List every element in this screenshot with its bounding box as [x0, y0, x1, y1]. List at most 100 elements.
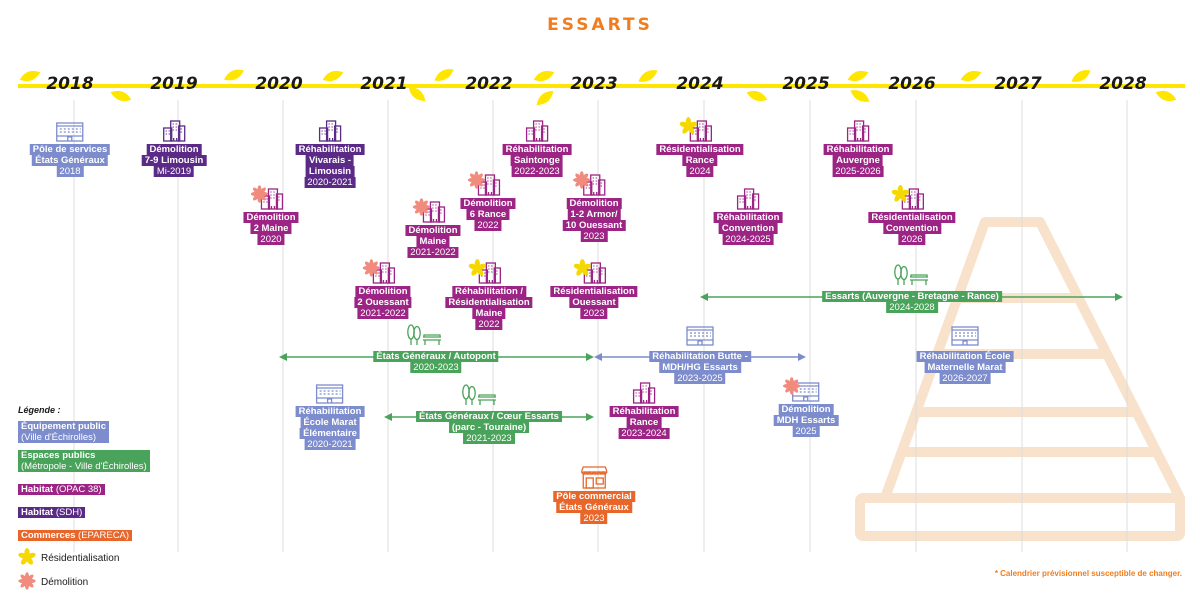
- demolition-icon: [467, 171, 485, 189]
- project-label-line: Réhabilitation: [502, 144, 572, 155]
- buildings-icon: [525, 120, 549, 142]
- project-label-line: Maternelle Marat: [924, 362, 1006, 373]
- project-year: 2023-2025: [674, 373, 726, 384]
- project-year: 2020-2023: [410, 362, 462, 373]
- project-label-line: Pôle commercial: [553, 491, 635, 502]
- park-icon: [407, 324, 443, 346]
- buildings-icon: [468, 259, 501, 284]
- project-year: 2026: [898, 234, 926, 245]
- leaf-shape: [1155, 90, 1177, 102]
- project-label-line: (parc - Touraine): [448, 422, 530, 433]
- buildings-icon: [250, 185, 283, 210]
- project-label-line: Élémentaire: [300, 428, 360, 439]
- buildings-icon: [573, 171, 606, 196]
- project-year: 2022-2023: [511, 166, 563, 177]
- legend-swatch: Équipement public (Ville d'Échirolles): [18, 421, 109, 443]
- demolition-icon: [573, 171, 591, 189]
- year-label: 2025: [782, 74, 830, 94]
- legend-title: Légende :: [18, 405, 61, 415]
- legend-owner: (Métropole - Ville d'Échirolles): [21, 461, 147, 472]
- legend-symbol-label: Résidentialisation: [41, 553, 120, 564]
- buildings-icon: [162, 120, 186, 142]
- project-label: Démolition 6 Rance 2022: [460, 198, 516, 231]
- project-label: Pôle commercial États Généraux 2023: [553, 491, 635, 524]
- project-label-line: Ouessant: [569, 297, 619, 308]
- leaf-shape: [847, 70, 869, 82]
- project-item: Réhabilitation Convention 2024-2025: [713, 188, 783, 245]
- project-year: 2022: [474, 220, 502, 231]
- project-label: États Généraux / Cœur Essarts (parc - Tou…: [416, 411, 562, 444]
- project-label-line: 7-9 Limousin: [141, 155, 207, 166]
- demolition-icon: [250, 185, 268, 203]
- demolition-icon: [783, 377, 801, 395]
- project-label: Démolition 2 Ouessant 2021-2022: [354, 286, 412, 319]
- project-label-line: Essarts (Auvergne - Bretagne - Rance): [822, 291, 1002, 302]
- project-label-line: Convention: [718, 223, 778, 234]
- project-year: 2024-2028: [886, 302, 938, 313]
- legend-swatch: Habitat (SDH): [18, 507, 86, 518]
- residentialisation-icon: [573, 259, 591, 277]
- project-label-line: Résidentialisation: [445, 297, 533, 308]
- leaf-shape: [224, 69, 244, 81]
- year-label: 2019: [150, 74, 198, 94]
- project-item: Pôle commercial États Généraux 2023: [553, 465, 635, 524]
- project-year: 2023: [580, 308, 608, 319]
- project-label-line: 2 Ouessant: [354, 297, 412, 308]
- project-year: 2024-2025: [722, 234, 774, 245]
- year-label: 2028: [1099, 74, 1147, 94]
- legend-owner: (OPAC 38): [53, 484, 102, 495]
- project-label-line: Maine: [472, 308, 506, 319]
- leaf-shape: [533, 70, 555, 82]
- project-item: Démolition 2 Ouessant 2021-2022: [354, 259, 412, 319]
- legend-entry: Commerces (EPARECA): [18, 525, 150, 543]
- project-label-line: MDH/HG Essarts: [659, 362, 741, 373]
- project-year: 2021-2022: [407, 247, 459, 258]
- legend: Légende : Équipement public (Ville d'Éch…: [18, 405, 150, 596]
- project-label-line: Rance: [626, 417, 662, 428]
- project-label-line: MDH Essarts: [773, 415, 839, 426]
- project-item: Démolition Maine 2021-2022: [405, 198, 461, 258]
- school-icon: [686, 324, 714, 346]
- residentialisation-icon: [468, 259, 486, 277]
- legend-owner: (Ville d'Échirolles): [21, 432, 97, 443]
- year-label: 2026: [888, 74, 936, 94]
- project-label-line: Réhabilitation Butte -: [649, 351, 751, 362]
- school-icon: [783, 377, 820, 402]
- legend-swatch: Habitat (OPAC 38): [18, 484, 105, 495]
- project-label: Réhabilitation Butte - MDH/HG Essarts 2023…: [649, 351, 751, 384]
- project-label-line: Démolition: [778, 404, 834, 415]
- project-item: Résidentialisation Convention 2026: [868, 185, 956, 245]
- project-label: Réhabilitation Rance 2023-2024: [609, 406, 679, 439]
- project-label: États Généraux / Autopont 2020-2023: [373, 351, 499, 373]
- legend-category: Commerces: [21, 530, 76, 541]
- project-label: Réhabilitation École Maternelle Marat 2026…: [916, 351, 1014, 384]
- project-year: 2021-2022: [357, 308, 409, 319]
- project-label: Réhabilitation Saintonge 2022-2023: [502, 144, 572, 177]
- buildings-icon: [362, 259, 395, 284]
- project-label-line: 2 Maine: [250, 223, 292, 234]
- project-label-line: Réhabilitation: [823, 144, 893, 155]
- project-item: Démolition MDH Essarts 2025: [773, 377, 839, 437]
- project-label-line: Réhabilitation: [295, 406, 365, 417]
- project-label-line: École Marat: [300, 417, 360, 428]
- project-year: Mi-2019: [153, 166, 195, 177]
- legend-entry: Habitat (OPAC 38): [18, 479, 150, 497]
- project-item: Pôle de services États Généraux 2018: [29, 120, 111, 177]
- legend-entries: Équipement public (Ville d'Échirolles) Es…: [18, 421, 150, 543]
- project-label-line: Démolition: [243, 212, 299, 223]
- leaf-shape: [408, 86, 426, 102]
- leaf-shape: [960, 70, 982, 82]
- year-label: 2020: [255, 74, 303, 94]
- project-item: Réhabilitation Vivarais - Limousin 2020-202…: [295, 120, 365, 188]
- page-title: ESSARTS: [547, 15, 653, 35]
- project-label-line: Auvergne: [833, 155, 883, 166]
- project-label: Réhabilitation Vivarais - Limousin 2020-202…: [295, 144, 365, 188]
- project-label-line: Rance: [682, 155, 718, 166]
- project-label-line: Saintonge: [511, 155, 563, 166]
- project-item: Démolition 6 Rance 2022: [460, 171, 516, 231]
- project-label-line: Réhabilitation: [713, 212, 783, 223]
- project-item: Réhabilitation / Résidentialisation Maine 2…: [445, 259, 533, 330]
- demolition-icon: [412, 198, 430, 216]
- project-label-line: Démolition: [146, 144, 202, 155]
- project-label: Réhabilitation Auvergne 2025-2026: [823, 144, 893, 177]
